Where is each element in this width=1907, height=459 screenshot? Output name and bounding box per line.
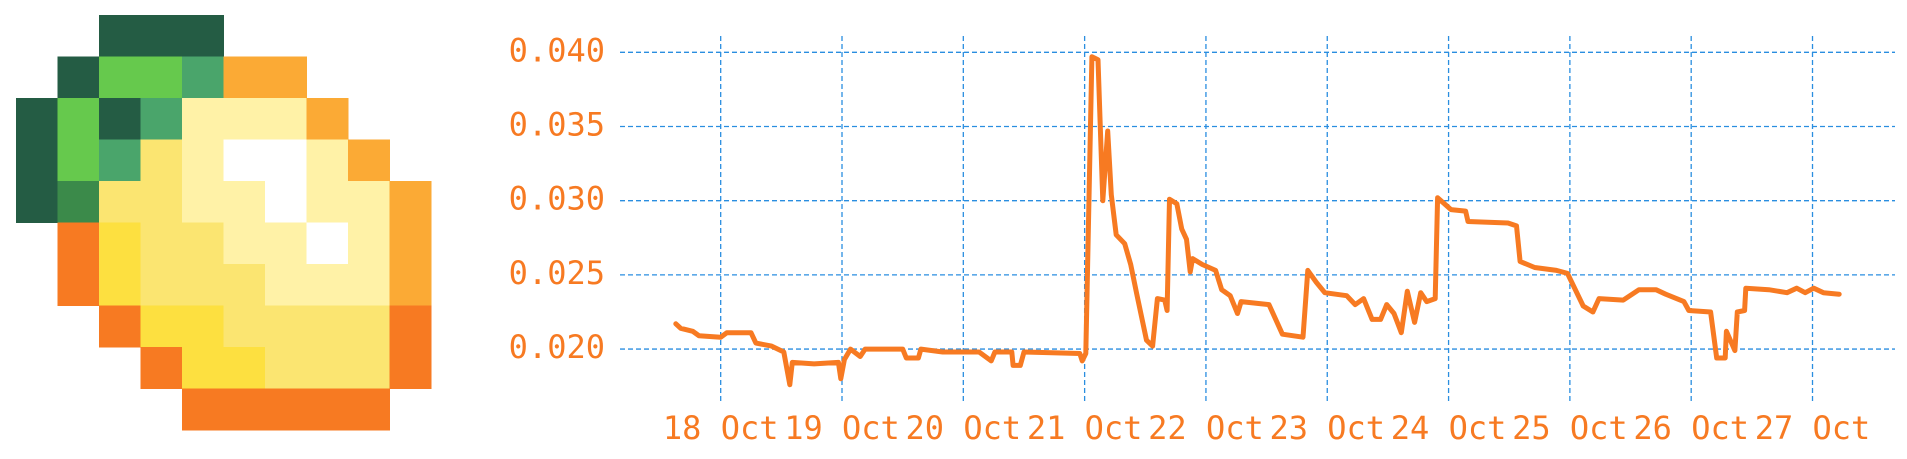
coin-pixel	[348, 139, 390, 182]
coin-pixel	[182, 388, 224, 431]
coin-pixel	[99, 305, 141, 348]
coin-pixel	[140, 139, 183, 182]
coin-pixel	[57, 139, 100, 182]
coin-pixel	[57, 181, 100, 223]
coin-pixel	[265, 388, 307, 431]
coin-pixel	[223, 98, 266, 140]
coin-pixel	[389, 347, 432, 389]
coin-pixel	[57, 98, 100, 140]
coin-pixel	[182, 56, 224, 99]
coin-pixel	[306, 222, 349, 265]
x-tick-label: 19 Oct	[784, 409, 900, 447]
coin-pixel	[265, 305, 307, 348]
y-tick-label: 0.040	[509, 31, 605, 69]
coin-pixel	[389, 305, 432, 348]
coin-pixel	[99, 181, 141, 223]
chart: 0.020 0.025 0.030 0.035 0.040 18 Oct 19 Oct 20 …	[509, 31, 1895, 447]
coin-pixel	[306, 264, 349, 306]
coin-pixel	[182, 305, 224, 348]
x-tick-label: 24 Oct	[1391, 409, 1507, 447]
coin-pixel	[265, 222, 307, 265]
coin-pixel	[16, 181, 58, 223]
coin-pixel	[99, 56, 141, 99]
coin-pixel	[223, 139, 266, 182]
coin-pixel	[223, 181, 266, 223]
coin-pixel	[182, 139, 224, 182]
coin-pixel	[99, 15, 141, 57]
coin-icon	[16, 15, 432, 431]
coin-pixel	[57, 56, 100, 99]
coin-pixel	[182, 347, 224, 389]
coin-pixel	[99, 264, 141, 306]
coin-pixel	[140, 181, 183, 223]
coin-pixel	[389, 264, 432, 306]
coin-pixel	[389, 222, 432, 265]
y-tick-label: 0.020	[509, 328, 605, 366]
coin-pixel	[348, 347, 390, 389]
coin-pixel	[306, 388, 349, 431]
coin-pixel	[140, 56, 183, 99]
coin-pixel	[140, 305, 183, 348]
coin-pixel	[182, 222, 224, 265]
coin-pixel	[389, 181, 432, 223]
coin-pixel	[306, 305, 349, 348]
coin-pixel	[223, 56, 266, 99]
coin-pixel	[265, 139, 307, 182]
coin-pixel	[265, 98, 307, 140]
x-tick-label: 22 Oct	[1148, 409, 1264, 447]
coin-pixel	[265, 347, 307, 389]
x-tick-label: 21 Oct	[1027, 409, 1143, 447]
coin-pixel	[306, 347, 349, 389]
coin-pixel	[182, 15, 224, 57]
y-tick-label: 0.030	[509, 180, 605, 218]
coin-pixel	[99, 98, 141, 140]
coin-pixel	[140, 222, 183, 265]
x-tick-label: 27 Oct	[1755, 409, 1871, 447]
coin-pixel	[306, 181, 349, 223]
coin-pixel	[223, 388, 266, 431]
coin-pixel	[265, 264, 307, 306]
y-tick-label: 0.025	[509, 254, 605, 292]
coin-pixel	[223, 264, 266, 306]
coin-pixel	[182, 264, 224, 306]
line	[673, 54, 1842, 388]
coin-pixel	[182, 98, 224, 140]
coin-pixel	[223, 222, 266, 265]
coin-pixel	[140, 15, 183, 57]
coin-pixel	[265, 181, 307, 223]
coin-pixel	[140, 264, 183, 306]
coin-pixel	[348, 222, 390, 265]
x-tick-label: 25 Oct	[1512, 409, 1628, 447]
coin-pixel	[223, 305, 266, 348]
coin-pixel	[348, 264, 390, 306]
coin-pixel	[16, 98, 58, 140]
coin-pixel	[140, 347, 183, 389]
coin-pixel	[265, 56, 307, 99]
x-tick-label: 18 Oct	[663, 409, 779, 447]
coin-pixel	[348, 388, 390, 431]
coin-pixel	[99, 222, 141, 265]
coin-pixel	[57, 264, 100, 306]
coin-pixel	[182, 181, 224, 223]
y-tick-label: 0.035	[509, 106, 605, 144]
coin-pixel	[99, 139, 141, 182]
coin-pixel	[140, 98, 183, 140]
coin-pixel	[348, 305, 390, 348]
coin-pixel	[16, 139, 58, 182]
coin-pixel	[306, 98, 349, 140]
x-tick-label: 20 Oct	[906, 409, 1022, 447]
x-tick-label: 23 Oct	[1269, 409, 1385, 447]
coin-pixel	[306, 139, 349, 182]
coin-pixel	[57, 222, 100, 265]
coin-pixel	[348, 181, 390, 223]
coin-pixel	[223, 347, 266, 389]
x-tick-label: 26 Oct	[1633, 409, 1749, 447]
